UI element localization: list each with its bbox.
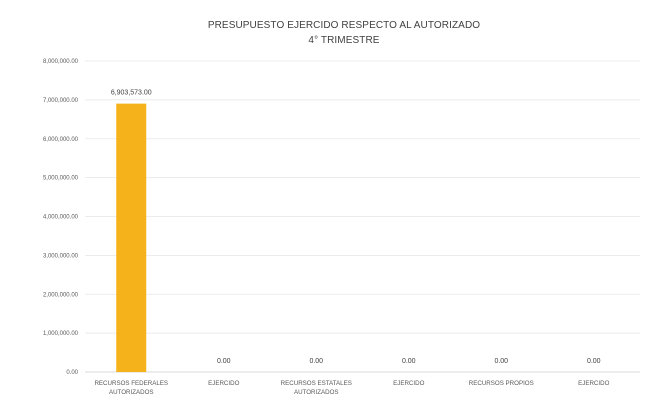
y-tick-label: 6,000,000.00 xyxy=(43,137,79,143)
data-label: 0.00 xyxy=(494,358,508,365)
category-label: RECURSOS ESTATALES xyxy=(281,380,352,387)
category-label: EJERCIDO xyxy=(578,380,609,387)
chart-title: PRESUPUESTO EJERCIDO RESPECTO AL AUTORIZ… xyxy=(208,20,480,31)
category-label: EJERCIDO xyxy=(208,380,239,387)
category-label: AUTORIZADOS xyxy=(109,389,154,396)
y-tick-label: 7,000,000.00 xyxy=(43,98,79,104)
y-tick-label: 2,000,000.00 xyxy=(43,292,79,298)
bar xyxy=(116,103,147,372)
y-tick-label: 0.00 xyxy=(66,370,78,376)
bars xyxy=(116,103,147,372)
y-tick-label: 8,000,000.00 xyxy=(43,59,79,65)
data-label: 0.00 xyxy=(402,358,416,365)
x-axis-categories: RECURSOS FEDERALES AUTORIZADOS EJERCIDO REC… xyxy=(94,380,609,396)
data-label: 0.00 xyxy=(309,358,323,365)
chart-subtitle: 4° TRIMESTRE xyxy=(308,35,379,46)
category-label: EJERCIDO xyxy=(393,380,424,387)
category-label: AUTORIZADOS xyxy=(294,389,339,396)
data-label: 0.00 xyxy=(587,358,601,365)
y-axis-ticks: 0.00 1,000,000.00 2,000,000.00 3,000,000.00… xyxy=(43,59,79,376)
category-label: RECURSOS FEDERALES xyxy=(94,380,168,387)
data-label: 6,903,573.00 xyxy=(111,90,152,97)
data-labels: 6,903,573.00 0.00 0.00 0.00 0.00 0.00 xyxy=(111,90,601,365)
data-label: 0.00 xyxy=(217,358,231,365)
y-tick-label: 5,000,000.00 xyxy=(43,176,79,182)
category-label: RECURSOS PROPIOS xyxy=(469,380,534,387)
y-tick-label: 1,000,000.00 xyxy=(43,331,79,337)
gridlines xyxy=(85,60,640,373)
y-tick-label: 3,000,000.00 xyxy=(43,253,79,259)
y-tick-label: 4,000,000.00 xyxy=(43,215,79,221)
